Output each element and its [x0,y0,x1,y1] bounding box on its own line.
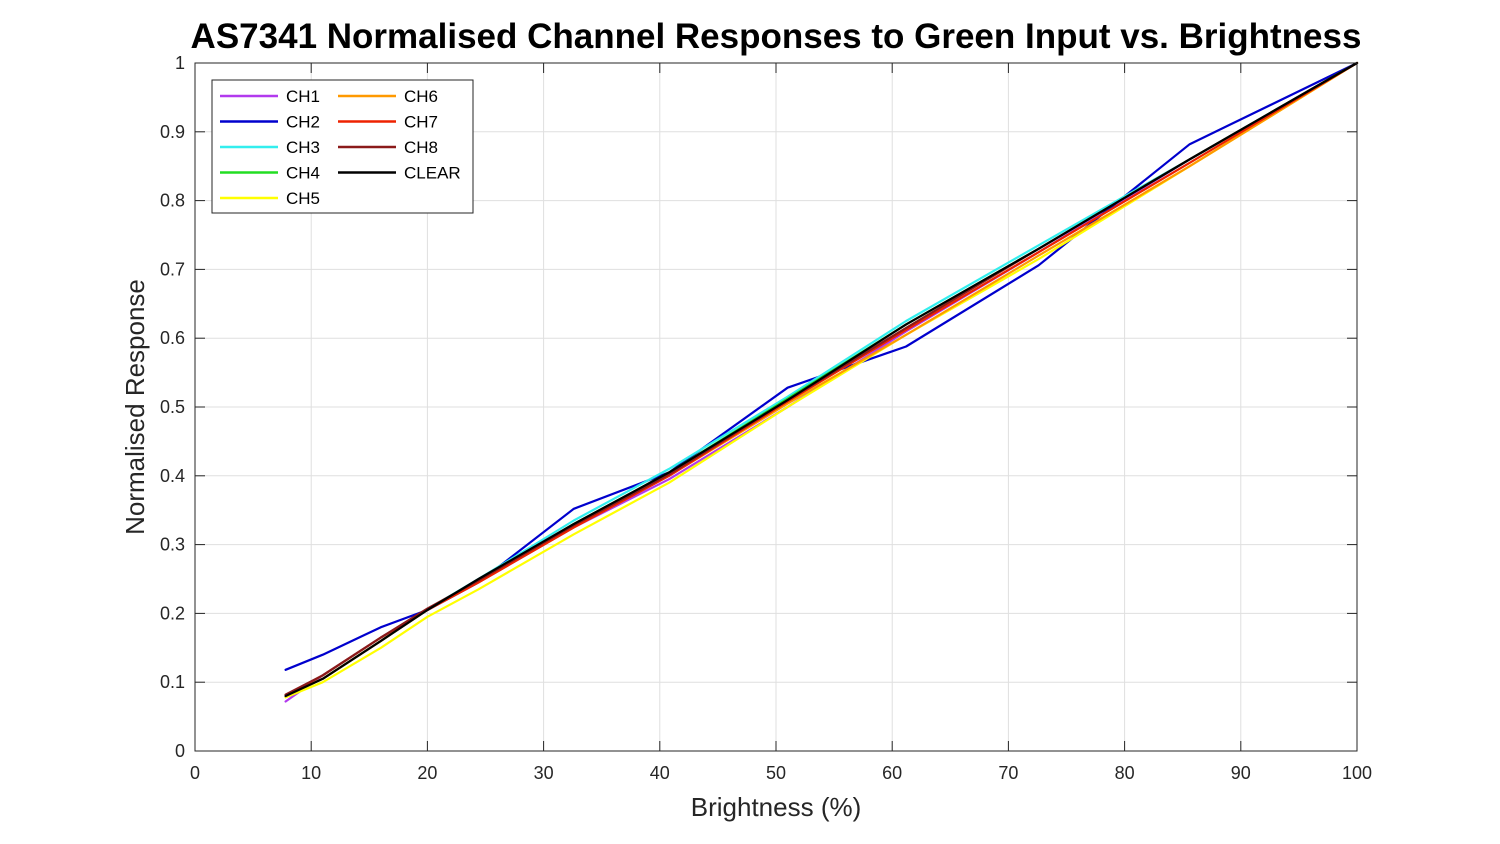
legend-item-ch3: CH3 [220,138,320,157]
y-axis-label: Normalised Response [120,279,150,535]
legend-label: CH5 [286,189,320,208]
y-tick-label: 0 [175,741,185,761]
legend-item-ch2: CH2 [220,113,320,132]
y-tick-labels: 0 0.1 0.2 0.3 0.4 0.5 0.6 0.7 0.8 0.9 1 [160,53,185,761]
y-tick-label: 0.9 [160,122,185,142]
y-tick-label: 0.3 [160,535,185,555]
y-tick-label: 0.5 [160,397,185,417]
y-tick-label: 0.6 [160,328,185,348]
x-axis-label: Brightness (%) [691,792,862,822]
y-tick-label: 1 [175,53,185,73]
legend-label: CH4 [286,164,320,183]
x-tick-label: 30 [534,763,554,783]
series-line-ch5 [284,61,1359,699]
axis-ticks [194,62,1358,752]
legend-item-ch8: CH8 [338,138,438,157]
x-tick-label: 10 [301,763,321,783]
legend-item-ch4: CH4 [220,164,320,183]
series-line-ch2 [284,61,1359,671]
x-tick-label: 70 [998,763,1018,783]
x-tick-label: 50 [766,763,786,783]
chart-title: AS7341 Normalised Channel Responses to G… [191,17,1362,56]
legend-label: CH2 [286,113,320,132]
legend-item-ch5: CH5 [220,189,320,208]
x-tick-labels: 0 10 20 30 40 50 60 70 80 90 100 [190,763,1372,783]
y-tick-label: 0.4 [160,466,185,486]
legend-item-ch7: CH7 [338,113,438,132]
x-tick-label: 100 [1342,763,1372,783]
y-tick-label: 0.7 [160,259,185,279]
legend-label: CLEAR [404,164,461,183]
legend-item-clear: CLEAR [338,164,461,183]
y-tick-label: 0.2 [160,603,185,623]
legend-label: CH3 [286,138,320,157]
x-tick-label: 80 [1115,763,1135,783]
legend-item-ch6: CH6 [338,87,438,106]
x-tick-label: 60 [882,763,902,783]
legend-label: CH6 [404,87,438,106]
legend-label: CH7 [404,113,438,132]
legend-item-ch1: CH1 [220,87,320,106]
legend: CH1 CH2 CH3 CH4 CH5 CH6 CH7 CH8 CLEAR [211,79,474,214]
x-tick-label: 20 [417,763,437,783]
x-tick-label: 0 [190,763,200,783]
x-tick-label: 40 [650,763,670,783]
series-lines [284,61,1359,703]
y-tick-label: 0.1 [160,672,185,692]
series-line-clear [284,61,1359,698]
y-tick-label: 0.8 [160,191,185,211]
legend-label: CH1 [286,87,320,106]
legend-label: CH8 [404,138,438,157]
x-tick-label: 90 [1231,763,1251,783]
